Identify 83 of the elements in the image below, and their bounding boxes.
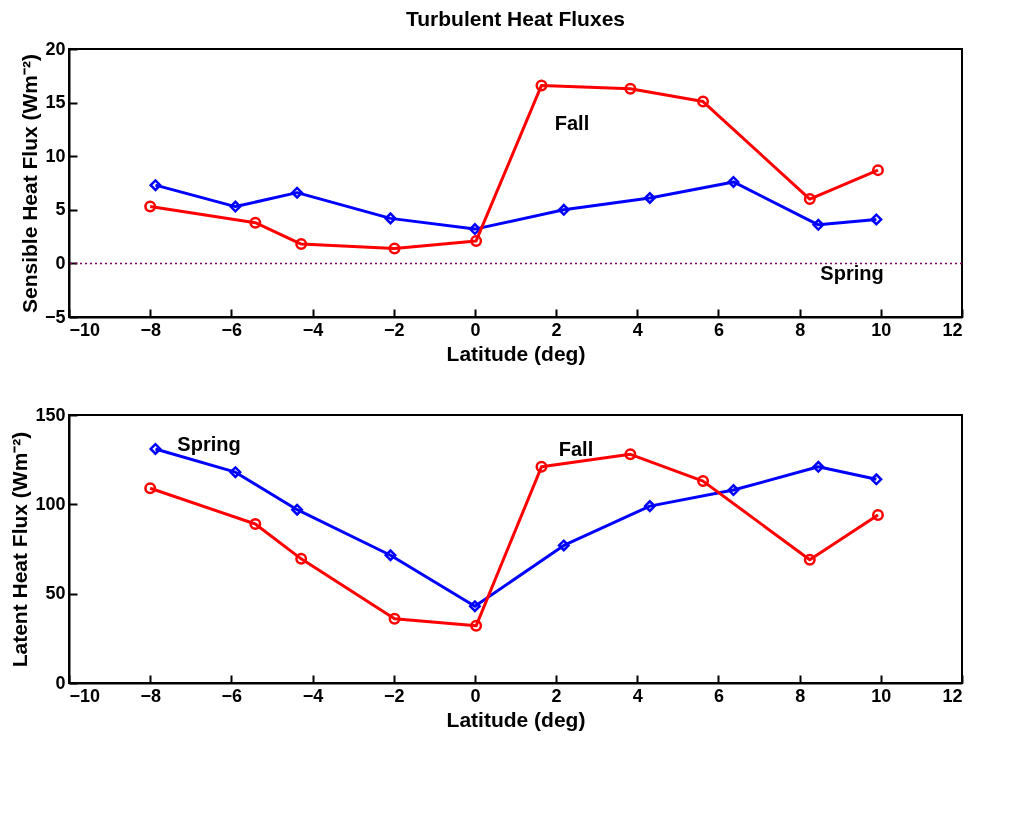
point bbox=[144, 200, 157, 213]
point bbox=[295, 238, 308, 251]
x-tick-label: 12 bbox=[942, 319, 963, 340]
point bbox=[149, 179, 162, 192]
point bbox=[535, 79, 548, 92]
x-tick-label: −6 bbox=[221, 685, 243, 706]
point bbox=[249, 216, 262, 229]
point bbox=[384, 212, 397, 225]
y-tick-label: 10 bbox=[45, 145, 66, 166]
point bbox=[470, 619, 483, 632]
point bbox=[727, 175, 740, 188]
point bbox=[812, 460, 825, 473]
x-tick-label: −8 bbox=[140, 319, 161, 340]
point bbox=[643, 192, 656, 204]
point bbox=[229, 466, 242, 479]
point bbox=[697, 475, 710, 488]
point bbox=[468, 223, 481, 236]
x-tick-label: −4 bbox=[302, 685, 324, 706]
point bbox=[871, 164, 884, 177]
x-tick-label: 6 bbox=[713, 319, 724, 340]
x-axis-title: Latitude (deg) bbox=[446, 341, 586, 365]
x-tick-label: −2 bbox=[383, 319, 405, 340]
point bbox=[871, 509, 884, 522]
point bbox=[557, 203, 570, 216]
y-axis-title: Sensible Heat Flux (Wm⁻²) bbox=[17, 53, 41, 314]
x-tick-label: −8 bbox=[140, 685, 161, 706]
point bbox=[624, 82, 637, 95]
point bbox=[803, 193, 816, 206]
point bbox=[624, 448, 637, 461]
x-tick-label: −4 bbox=[302, 319, 324, 340]
point bbox=[249, 518, 262, 530]
annotation: Fall bbox=[558, 438, 594, 460]
y-axis-title: Latent Heat Flux (Wm⁻²) bbox=[8, 431, 32, 668]
annotation: Fall bbox=[554, 112, 590, 134]
point bbox=[291, 503, 304, 516]
point bbox=[468, 600, 481, 613]
x-tick-label: 4 bbox=[632, 319, 643, 340]
x-tick-label: 4 bbox=[632, 685, 643, 706]
x-tick-label: 10 bbox=[871, 319, 892, 340]
x-tick-label: 0 bbox=[470, 685, 481, 706]
annotation: Spring bbox=[820, 262, 884, 284]
point bbox=[291, 186, 304, 199]
point bbox=[870, 213, 883, 226]
x-tick-label: 6 bbox=[713, 685, 724, 706]
x-axis-title: Latitude (deg) bbox=[446, 707, 586, 731]
x-tick-label: 12 bbox=[942, 685, 963, 706]
point bbox=[149, 442, 162, 455]
y-tick-label: 0 bbox=[55, 672, 66, 693]
x-tick-label: 2 bbox=[551, 319, 562, 340]
point bbox=[697, 95, 710, 108]
x-tick-label: −6 bbox=[221, 319, 243, 340]
x-tick-label: 2 bbox=[551, 685, 562, 706]
y-tick-label: 20 bbox=[45, 38, 66, 59]
point bbox=[557, 539, 570, 552]
x-tick-label: −2 bbox=[383, 685, 405, 706]
chart-title: Turbulent Heat Fluxes bbox=[406, 7, 625, 30]
x-tick-label: −10 bbox=[69, 319, 101, 340]
y-tick-label: 0 bbox=[55, 252, 66, 273]
point bbox=[388, 612, 401, 625]
point bbox=[535, 460, 548, 473]
point bbox=[388, 242, 401, 255]
point bbox=[229, 200, 242, 213]
x-tick-label: 10 bbox=[871, 685, 892, 706]
y-tick-label: −5 bbox=[44, 306, 66, 327]
point bbox=[470, 234, 483, 247]
y-tick-label: 5 bbox=[55, 199, 66, 220]
annotation: Spring bbox=[177, 433, 241, 455]
point bbox=[812, 218, 825, 231]
point bbox=[727, 484, 740, 497]
point bbox=[643, 500, 656, 513]
x-tick-label: 8 bbox=[795, 685, 806, 706]
point bbox=[144, 482, 157, 495]
y-tick-label: 50 bbox=[45, 583, 66, 604]
point bbox=[295, 552, 308, 565]
x-tick-label: 0 bbox=[470, 319, 481, 340]
point bbox=[870, 473, 883, 486]
x-tick-label: 8 bbox=[795, 319, 806, 340]
y-tick-label: 15 bbox=[45, 92, 66, 113]
y-tick-label: 100 bbox=[35, 493, 66, 514]
y-tick-label: 150 bbox=[35, 404, 66, 425]
x-tick-label: −10 bbox=[69, 685, 101, 706]
point bbox=[803, 553, 816, 566]
point bbox=[384, 549, 397, 562]
